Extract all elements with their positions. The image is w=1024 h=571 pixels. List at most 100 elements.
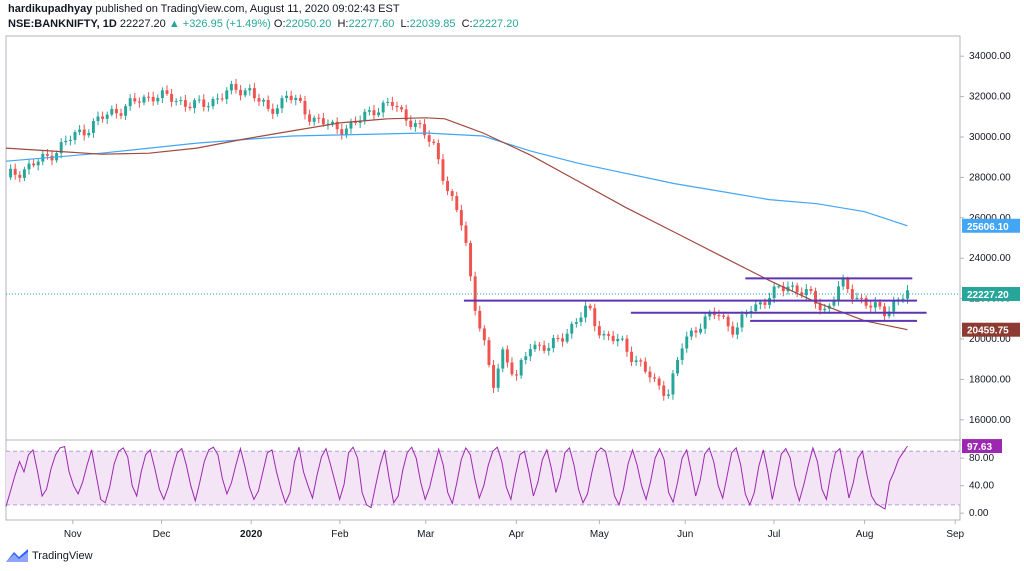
candle-body	[814, 291, 818, 304]
price-tick-label: 28000.00	[969, 172, 1011, 183]
author-name[interactable]: hardikupadhyay	[8, 3, 93, 15]
candle-body	[607, 334, 611, 336]
candle-body	[542, 345, 546, 351]
candle-body	[372, 110, 376, 116]
candle-body	[781, 286, 785, 292]
candle-body	[855, 297, 859, 299]
candle-body	[846, 278, 850, 290]
candle-body	[699, 328, 703, 333]
candle-body	[331, 121, 335, 124]
candle-body	[262, 99, 266, 102]
candle-body	[114, 108, 118, 114]
candle-body	[570, 323, 574, 334]
candle-body	[620, 338, 624, 340]
candle-body	[860, 297, 864, 299]
price-badge-label: 22227.20	[967, 290, 1009, 301]
candle-body	[179, 100, 183, 102]
rsi-tick-label: 0.00	[969, 508, 989, 519]
candle-body	[18, 174, 22, 178]
candle-body	[266, 99, 270, 109]
plot-frame	[5, 35, 961, 521]
publish-text: published on TradingView.com, August 11,…	[95, 3, 400, 15]
candle-body	[344, 128, 348, 136]
up-arrow-icon: ▲	[168, 18, 180, 30]
candle-body	[616, 338, 620, 342]
candle-body	[418, 123, 422, 125]
symbol-line: NSE:BANKNIFTY, 1D 22227.20 ▲ +326.95 (+1…	[8, 18, 521, 30]
low-value: 22039.85	[409, 18, 456, 30]
candle-body	[340, 129, 344, 136]
candle-body	[390, 101, 394, 106]
candle-body	[450, 191, 454, 197]
candle-body	[239, 89, 243, 96]
candle-body	[551, 338, 555, 349]
price-badge	[962, 287, 1020, 302]
candle-body	[878, 302, 882, 307]
time-tick-label: May	[590, 529, 609, 540]
candle-body	[160, 90, 164, 98]
candle-body	[188, 106, 192, 109]
candle-body	[666, 394, 670, 396]
candle-body	[731, 326, 735, 335]
candle-body	[657, 378, 661, 386]
candle-body	[400, 107, 404, 110]
price-chart[interactable]: 16000.0018000.0020000.0022000.0024000.00…	[0, 0, 1024, 545]
candle-body	[754, 304, 758, 312]
time-tick-label: Dec	[153, 529, 171, 540]
candle-body	[501, 349, 505, 369]
candle-body	[906, 290, 910, 299]
candle-body	[308, 114, 312, 122]
candle-body	[312, 117, 316, 122]
candle-body	[455, 196, 459, 211]
candle-body	[533, 344, 537, 350]
candle-body	[441, 159, 445, 181]
candle-body	[777, 286, 781, 288]
price-tick-label: 26000.00	[969, 213, 1011, 224]
close-label: C:	[461, 18, 473, 30]
candle-body	[496, 368, 500, 388]
candle-body	[363, 111, 367, 121]
candle-body	[119, 113, 123, 116]
candle-body	[708, 311, 712, 317]
candle-body	[735, 327, 739, 335]
candle-body	[791, 285, 795, 287]
price-change: +326.95 (+1.49%)	[182, 18, 271, 30]
candle-body	[413, 123, 417, 127]
candle-body	[892, 301, 896, 312]
candle-body	[505, 349, 509, 363]
candle-body	[82, 129, 86, 136]
candle-body	[680, 348, 684, 360]
rsi-tick-label: 40.00	[969, 481, 994, 492]
footer-brand[interactable]: TradingView	[32, 550, 93, 562]
candle-body	[436, 143, 440, 160]
candle-body	[689, 330, 693, 337]
candle-body	[197, 99, 201, 101]
candle-body	[22, 169, 26, 178]
candle-body	[275, 108, 279, 114]
candle-body	[528, 349, 532, 357]
candle-body	[561, 338, 565, 342]
time-tick-label: Apr	[509, 529, 525, 540]
candle-body	[588, 305, 592, 309]
candle-body	[225, 90, 229, 100]
low-label: L:	[400, 18, 410, 30]
candle-body	[873, 302, 877, 308]
candle-body	[832, 300, 836, 306]
candle-body	[349, 121, 353, 129]
candle-body	[202, 99, 206, 107]
time-tick-label: Nov	[64, 529, 82, 540]
candle-body	[662, 385, 666, 396]
price-tick-label: 18000.00	[969, 374, 1011, 385]
rsi-badge-label: 97.63	[967, 442, 992, 453]
candle-body	[377, 112, 381, 116]
high-label: H:	[337, 18, 349, 30]
publish-info: hardikupadhyay published on TradingView.…	[8, 3, 400, 15]
candle-body	[183, 100, 187, 107]
candle-body	[639, 360, 643, 362]
candle-body	[676, 359, 680, 374]
candle-body	[432, 141, 436, 144]
candle-body	[482, 328, 486, 341]
candle-body	[584, 305, 588, 318]
candle-body	[519, 359, 523, 376]
tradingview-logo-icon[interactable]	[6, 549, 28, 563]
